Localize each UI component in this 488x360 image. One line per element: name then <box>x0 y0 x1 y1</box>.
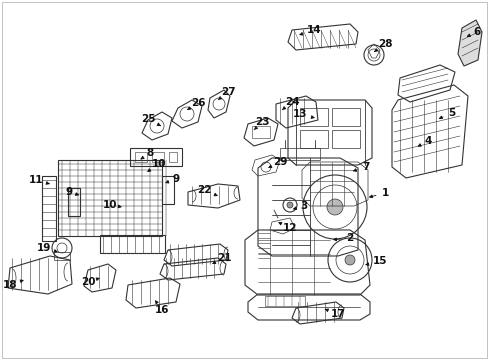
Text: 12: 12 <box>278 222 297 233</box>
Circle shape <box>286 202 292 208</box>
Bar <box>135 152 147 162</box>
Bar <box>162 176 174 204</box>
Text: 10: 10 <box>102 200 121 210</box>
Polygon shape <box>457 20 481 66</box>
Bar <box>280 148 319 160</box>
Bar <box>68 188 80 216</box>
Text: 8: 8 <box>141 148 153 159</box>
Text: 1: 1 <box>369 188 388 198</box>
Bar <box>299 130 327 148</box>
Text: 10: 10 <box>147 159 166 171</box>
Bar <box>331 130 359 148</box>
Text: 14: 14 <box>299 25 321 35</box>
Text: 26: 26 <box>187 98 205 109</box>
Bar <box>58 160 162 236</box>
Text: 29: 29 <box>268 157 286 168</box>
Circle shape <box>326 199 342 215</box>
Bar <box>331 108 359 126</box>
Bar <box>130 148 182 166</box>
Text: 25: 25 <box>141 114 160 126</box>
Bar <box>264 296 305 306</box>
Text: 27: 27 <box>218 87 235 100</box>
Text: 7: 7 <box>353 162 369 172</box>
Bar <box>299 108 327 126</box>
Text: 16: 16 <box>154 301 169 315</box>
Circle shape <box>345 255 354 265</box>
Text: 24: 24 <box>282 97 299 110</box>
Text: 9: 9 <box>165 174 179 184</box>
Text: 22: 22 <box>196 185 217 196</box>
Text: 23: 23 <box>254 117 269 130</box>
Text: 19: 19 <box>37 243 57 253</box>
Text: 9: 9 <box>65 187 79 197</box>
Bar <box>54 252 70 260</box>
Text: 6: 6 <box>467 27 480 37</box>
Text: 15: 15 <box>365 256 386 266</box>
Text: 11: 11 <box>29 175 49 185</box>
Bar <box>100 235 164 253</box>
Text: 5: 5 <box>439 108 455 119</box>
Bar <box>42 176 56 241</box>
Text: 13: 13 <box>292 109 313 119</box>
Text: 20: 20 <box>81 277 99 287</box>
Text: 18: 18 <box>3 280 23 290</box>
Text: 4: 4 <box>417 136 431 146</box>
Bar <box>152 152 163 162</box>
Text: 28: 28 <box>374 39 391 51</box>
Text: 17: 17 <box>325 309 345 319</box>
Bar <box>169 152 177 162</box>
Text: 2: 2 <box>333 233 353 243</box>
Text: 3: 3 <box>293 201 307 211</box>
Text: 21: 21 <box>212 253 231 264</box>
Bar <box>251 126 269 138</box>
